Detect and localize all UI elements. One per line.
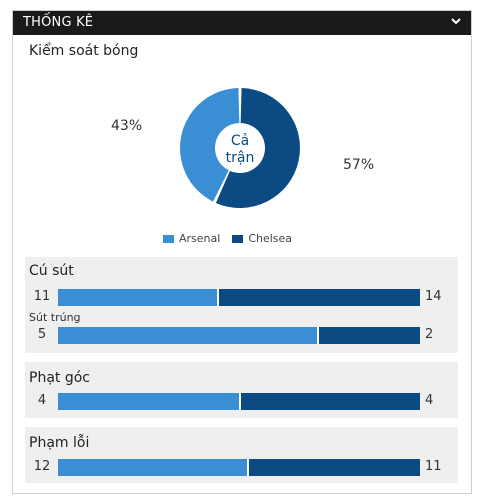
donut-center-label-line1: Cả xyxy=(231,133,249,149)
stat-bar-home-corners xyxy=(58,393,239,410)
legend-item-chelsea: Chelsea xyxy=(232,232,292,245)
stats-panel: THỐNG KÊ Kiểm soát bóng Cả trận 43% 57% … xyxy=(12,10,472,494)
stat-bar-away-fouls xyxy=(246,459,420,476)
donut-center xyxy=(215,123,265,173)
stat-value-home-shots-on-target: 5 xyxy=(37,327,47,342)
stat-value-home-shots: 11 xyxy=(33,289,51,304)
possession-donut: Cả trận xyxy=(180,88,300,208)
stat-value-away-shots-on-target: 2 xyxy=(425,327,434,342)
stat-bar-away-corners xyxy=(239,393,420,410)
stat-bar-corners xyxy=(58,393,420,410)
legend-label-chelsea: Chelsea xyxy=(248,232,293,245)
possession-home-pct: 43% xyxy=(111,118,143,134)
stat-title-corners: Phạt góc xyxy=(29,370,90,386)
stat-bar-shots-on-target xyxy=(58,327,420,344)
stat-block-corners: Phạt góc 4 4 xyxy=(25,362,458,418)
legend: Arsenal Chelsea xyxy=(163,232,304,245)
stat-bar-home-shots xyxy=(58,289,218,306)
possession-away-pct: 57% xyxy=(343,157,375,173)
stat-title-shots-on-target: Sút trúng xyxy=(29,311,81,324)
legend-swatch-chelsea xyxy=(232,234,244,243)
donut-center-label-line2: trận xyxy=(226,150,255,166)
stat-bar-shots xyxy=(58,289,420,306)
legend-swatch-arsenal xyxy=(163,234,174,243)
stat-title-shots: Cú sút xyxy=(29,263,74,279)
stat-value-home-corners: 4 xyxy=(37,393,47,408)
legend-item-arsenal: Arsenal xyxy=(163,232,220,245)
possession-title: Kiểm soát bóng xyxy=(29,43,139,59)
stat-title-fouls: Phạm lỗi xyxy=(29,435,90,451)
stat-value-away-fouls: 11 xyxy=(425,459,442,474)
stat-value-away-corners: 4 xyxy=(425,393,434,408)
legend-label-arsenal: Arsenal xyxy=(179,232,221,245)
stat-block-fouls: Phạm lỗi 12 11 xyxy=(25,427,458,483)
stat-bar-away-shots xyxy=(217,289,420,306)
panel-title: THỐNG KÊ xyxy=(23,15,94,30)
stat-value-away-shots: 14 xyxy=(425,289,442,304)
panel-header[interactable]: THỐNG KÊ xyxy=(13,11,471,35)
chevron-down-icon[interactable] xyxy=(449,14,463,28)
stat-bar-home-fouls xyxy=(58,459,247,476)
stat-bar-away-shots-on-target xyxy=(316,327,420,344)
stat-value-home-fouls: 12 xyxy=(33,459,51,474)
stat-block-shots: Cú sút 11 14 Sút trúng 5 2 xyxy=(25,257,458,353)
stat-bar-home-shots-on-target xyxy=(58,327,317,344)
stat-bar-fouls xyxy=(58,459,420,476)
possession-slice-arsenal xyxy=(180,88,240,202)
